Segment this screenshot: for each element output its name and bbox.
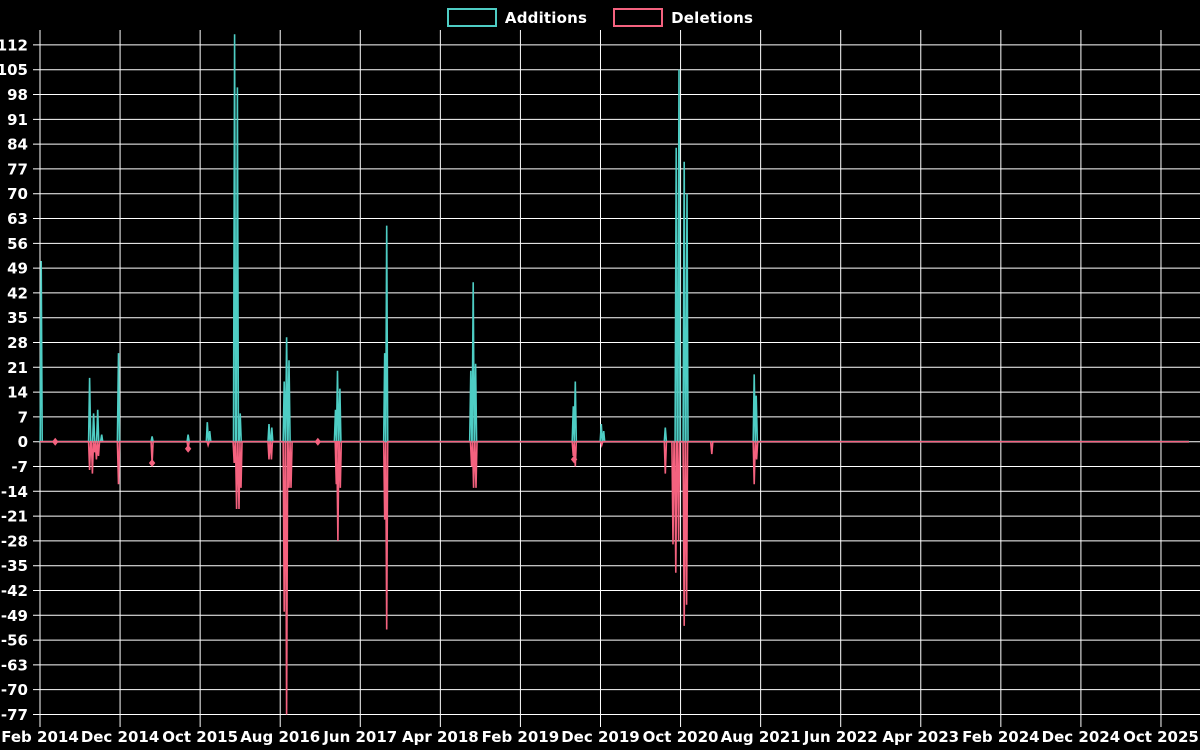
x-tick-label: Jun 2017	[322, 728, 397, 746]
x-tick-label: Dec 2024	[1042, 728, 1121, 746]
y-tick-label: 56	[7, 235, 28, 253]
x-tick-label: Feb 2014	[1, 728, 79, 746]
x-tick-label: Dec 2014	[81, 728, 160, 746]
y-tick-label: 91	[7, 111, 28, 129]
deletions-swatch-icon	[613, 8, 664, 27]
y-tick-label: -7	[11, 458, 28, 476]
y-tick-label: 84	[7, 136, 28, 154]
y-tick-label: -56	[1, 632, 28, 650]
y-tick-label: -14	[1, 483, 28, 501]
y-tick-label: -63	[1, 656, 28, 674]
y-tick-label: 112	[0, 36, 28, 54]
data-point-marker	[570, 455, 578, 464]
x-tick-label: Oct 2025	[1123, 728, 1199, 746]
y-tick-label: 42	[7, 284, 28, 302]
y-tick-label: -21	[1, 508, 28, 526]
x-tick-label: Apr 2018	[402, 728, 479, 746]
x-tick-label: Aug 2021	[721, 728, 801, 746]
y-tick-label: 35	[7, 309, 28, 327]
legend-item-additions[interactable]: Additions	[446, 8, 588, 27]
y-tick-label: 21	[7, 359, 28, 377]
data-point-marker	[184, 444, 192, 453]
data-point-marker	[148, 458, 156, 467]
x-tick-label: Oct 2015	[162, 728, 238, 746]
y-tick-label: 98	[7, 86, 28, 104]
y-tick-label: -28	[1, 532, 28, 550]
y-tick-label: -70	[1, 681, 28, 699]
x-tick-label: Aug 2016	[240, 728, 320, 746]
x-tick-label: Jun 2022	[803, 728, 878, 746]
chart-legend: Additions Deletions	[0, 8, 1200, 27]
x-tick-label: Oct 2020	[643, 728, 719, 746]
x-tick-label: Feb 2024	[962, 728, 1040, 746]
data-point-marker	[52, 437, 59, 446]
legend-label-additions: Additions	[504, 8, 588, 27]
y-tick-label: 0	[18, 433, 28, 451]
y-tick-label: -35	[1, 557, 28, 575]
x-tick-label: Dec 2019	[561, 728, 640, 746]
y-tick-label: 70	[7, 185, 28, 203]
data-point-marker	[314, 437, 322, 446]
y-tick-label: -49	[1, 607, 28, 625]
series-line-deletions	[40, 440, 1189, 715]
y-tick-label: 63	[7, 210, 28, 228]
y-tick-label: 49	[7, 260, 28, 278]
y-tick-label: 14	[7, 384, 28, 402]
y-tick-label: 28	[7, 334, 28, 352]
x-tick-label: Apr 2023	[882, 728, 959, 746]
additions-swatch-icon	[446, 8, 497, 27]
y-tick-label: 77	[7, 160, 28, 178]
series-line-additions	[39, 34, 1189, 443]
x-tick-label: Feb 2019	[482, 728, 560, 746]
legend-item-deletions[interactable]: Deletions	[613, 8, 753, 27]
legend-label-deletions: Deletions	[671, 8, 754, 27]
y-tick-label: -42	[1, 582, 28, 600]
y-tick-label: 7	[18, 408, 28, 426]
y-tick-label: -77	[1, 706, 28, 724]
y-tick-label: 105	[0, 61, 28, 79]
